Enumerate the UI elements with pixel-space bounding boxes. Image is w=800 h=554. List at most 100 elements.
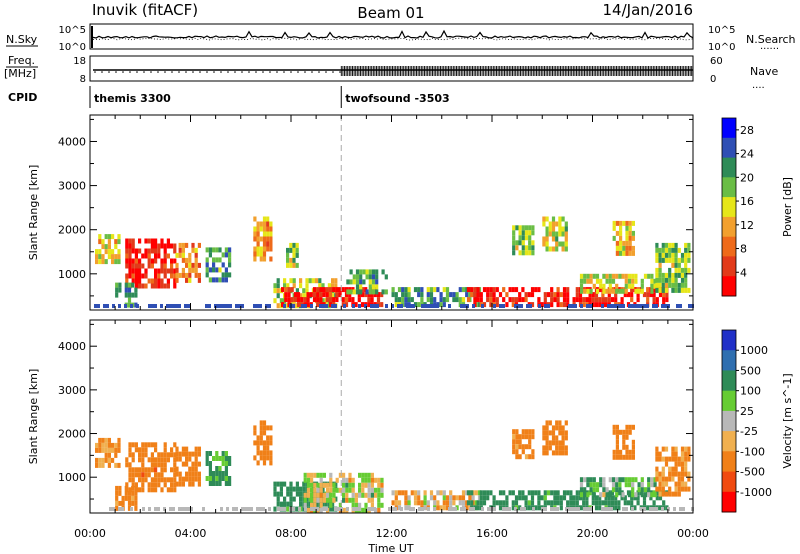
range-gate-cell [286,257,290,263]
range-gate-cell [619,245,623,251]
nave-point [283,71,285,73]
range-gate-cell [184,507,187,511]
range-gate-cell [292,507,295,511]
range-gate-cell [610,507,613,511]
range-gate-cell [313,482,317,488]
range-gate-cell [154,477,158,483]
range-gate-cell [505,507,508,511]
range-gate-cell [220,507,223,511]
range-gate-cell [625,434,629,440]
range-gate-cell [361,487,365,493]
range-gate-cell [305,501,309,507]
range-gate-cell [556,292,560,298]
range-gate-cell [524,434,529,440]
range-gate-cell [417,495,421,501]
range-gate-cell [404,490,408,496]
range-gate-cell [474,490,478,496]
range-gate-cell [574,507,577,511]
nave-point [185,71,187,73]
range-gate-cell [316,287,320,293]
range-gate-cell [661,287,665,293]
range-gate-cell [163,283,167,289]
range-gate-cell [652,292,656,298]
range-gate-cell [351,492,355,498]
range-gate-cell [268,507,271,511]
range-gate-cell [583,487,587,493]
range-gate-cell [221,451,225,456]
range-gate-cell [423,490,427,496]
range-gate-cell [299,283,303,289]
range-gate-cell [527,490,531,496]
range-gate-cell [178,304,181,308]
range-gate-cell [531,434,535,440]
range-gate-cell [380,477,384,483]
range-gate-cell [463,507,466,511]
range-gate-cell [688,304,691,308]
range-gate-cell [118,485,122,491]
cpid-mode-label: twofsound -3503 [345,92,449,105]
range-gate-cell [352,279,356,285]
range-gate-cell [104,249,108,255]
range-gate-cell [194,456,198,462]
range-gate-cell [367,292,371,298]
nave-point [234,71,236,73]
nave-point [269,71,271,73]
range-gate-cell [407,500,411,506]
range-gate-cell [184,304,187,308]
range-gate-cell [286,283,290,289]
range-gate-cell [531,240,535,246]
range-gate-cell [188,451,192,457]
range-gate-cell [154,273,158,279]
range-gate-cell [545,435,549,441]
range-gate-cell [394,292,398,298]
range-gate-cell [622,250,626,256]
range-gate-cell [537,490,541,496]
range-gate-cell [154,442,158,448]
range-gate-cell [150,278,154,284]
range-gate-cell [625,235,629,241]
range-gate-cell [170,482,174,488]
range-gate-cell [358,502,362,508]
range-gate-cell [303,497,307,503]
range-gate-cell [611,487,616,493]
range-gate-cell [296,297,301,303]
range-gate-cell [215,247,219,253]
range-gate-cell [181,507,184,511]
y-tick-label: 2000 [58,224,86,237]
range-gate-cell [655,282,659,288]
range-gate-cell [342,497,346,503]
range-gate-cell [266,455,270,461]
y-tick-label: 1000 [58,471,86,484]
range-gate-cell [128,462,132,468]
range-gate-cell [591,500,595,506]
range-gate-cell [364,472,368,478]
range-gate-cell [128,248,132,254]
range-gate-cell [655,446,659,452]
range-gate-cell [614,505,618,511]
range-gate-cell [385,304,388,308]
range-gate-cell [614,495,618,501]
range-gate-cell [344,292,349,298]
range-gate-cell [134,268,138,274]
range-gate-cell [256,236,260,242]
range-gate-cell [545,420,549,426]
range-gate-cell [163,258,167,264]
range-gate-cell [215,471,219,476]
nave-point [318,71,320,73]
range-gate-cell [674,277,678,283]
range-gate-cell [370,507,373,511]
range-gate-cell [585,297,589,303]
range-gate-cell [147,258,151,264]
range-gate-cell [674,456,678,462]
nave-tick-top: 60 [710,56,723,67]
range-gate-cell [477,495,482,501]
range-gate-cell [463,304,466,308]
range-gate-cell [531,230,535,236]
range-gate-cell [154,304,157,308]
range-gate-cell [131,292,135,298]
range-gate-cell [556,500,560,506]
range-gate-cell [218,471,222,476]
range-gate-cell [684,247,688,253]
colorbar-tick-label: 8 [740,243,747,256]
range-gate-cell [166,304,169,308]
